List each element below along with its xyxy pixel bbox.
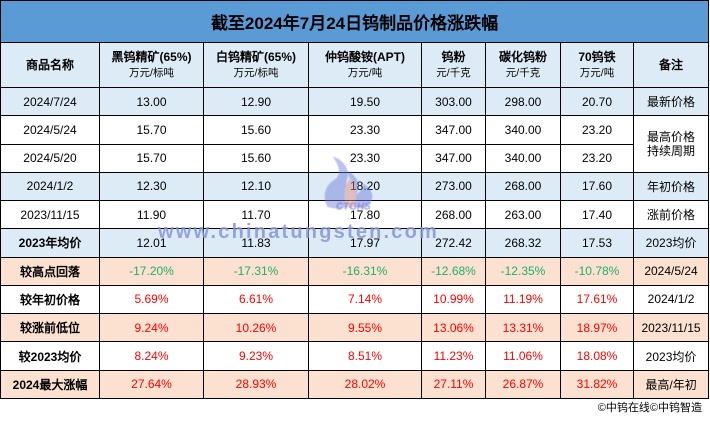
svg-text:CTGHS: CTGHS (336, 201, 371, 212)
